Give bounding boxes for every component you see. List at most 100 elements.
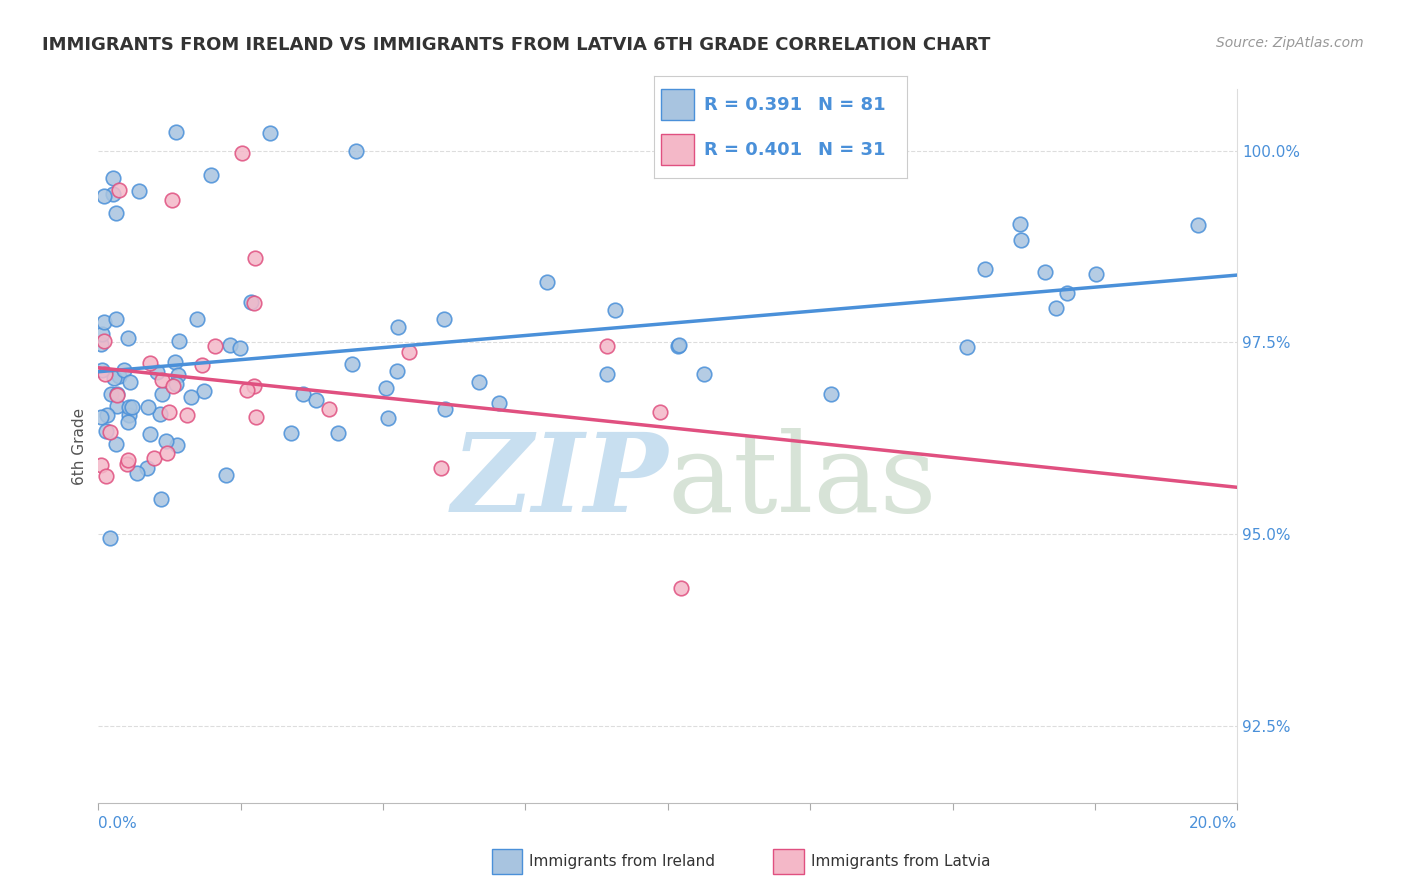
Point [117, 330, 139, 344]
Point [693, 367, 716, 381]
Point [240, 295, 263, 310]
Point [157, 405, 180, 419]
Point [596, 339, 619, 353]
Point [1187, 219, 1209, 233]
Point [139, 427, 162, 442]
Point [342, 358, 364, 372]
Text: Source: ZipAtlas.com: Source: ZipAtlas.com [1216, 36, 1364, 50]
Point [669, 581, 692, 595]
Point [191, 358, 214, 372]
Point [91, 363, 114, 377]
Point [162, 379, 184, 393]
Point [318, 402, 340, 417]
Point [149, 407, 172, 421]
Point [236, 383, 259, 397]
Point [186, 312, 208, 326]
Y-axis label: 6th Grade: 6th Grade [72, 408, 87, 484]
Bar [661, 135, 695, 165]
Point [259, 126, 281, 140]
Point [430, 461, 453, 475]
Text: 0.0%: 0.0% [98, 816, 138, 831]
Text: R = 0.401: R = 0.401 [704, 141, 803, 159]
Text: IMMIGRANTS FROM IRELAND VS IMMIGRANTS FROM LATVIA 6TH GRADE CORRELATION CHART: IMMIGRANTS FROM IRELAND VS IMMIGRANTS FR… [42, 36, 991, 54]
Point [165, 125, 187, 139]
Point [105, 388, 128, 402]
Point [150, 387, 173, 401]
Point [603, 302, 626, 317]
Point [377, 411, 399, 425]
Point [121, 400, 143, 414]
Point [433, 401, 456, 416]
Point [215, 467, 238, 482]
Point [280, 425, 302, 440]
Point [243, 252, 266, 266]
Point [136, 401, 159, 415]
Point [103, 371, 125, 385]
Point [156, 446, 179, 460]
Point [90, 336, 112, 351]
Point [160, 194, 183, 208]
Point [218, 337, 240, 351]
Point [108, 369, 131, 384]
Text: Immigrants from Latvia: Immigrants from Latvia [811, 855, 990, 869]
Point [974, 261, 997, 276]
Point [165, 376, 187, 391]
Point [115, 457, 138, 471]
Point [375, 380, 398, 394]
Point [200, 168, 222, 182]
Point [536, 275, 558, 289]
Text: ZIP: ZIP [451, 428, 668, 535]
Point [139, 355, 162, 369]
Point [1045, 301, 1067, 315]
Point [956, 340, 979, 354]
Point [117, 453, 139, 467]
Point [468, 376, 491, 390]
Point [120, 375, 142, 389]
Text: N = 31: N = 31 [818, 141, 886, 159]
Point [243, 295, 266, 310]
Point [98, 531, 121, 545]
Point [166, 438, 188, 452]
Point [112, 362, 135, 376]
Point [107, 399, 129, 413]
Point [100, 387, 122, 401]
Point [155, 434, 177, 448]
Point [245, 410, 267, 425]
Text: N = 81: N = 81 [818, 95, 886, 113]
Point [96, 424, 118, 438]
Point [93, 188, 115, 202]
Point [101, 186, 124, 201]
Point [104, 437, 127, 451]
Point [243, 379, 266, 393]
Point [1056, 285, 1078, 300]
Point [596, 368, 619, 382]
Point [117, 415, 139, 429]
Point [650, 404, 672, 418]
Point [1084, 267, 1107, 281]
Point [90, 458, 112, 472]
Point [150, 372, 173, 386]
Point [165, 355, 187, 369]
Point [94, 368, 117, 382]
Point [204, 339, 226, 353]
Point [398, 344, 420, 359]
Point [105, 387, 128, 401]
Text: atlas: atlas [668, 428, 938, 535]
Point [228, 341, 250, 355]
Point [96, 408, 118, 422]
Text: 20.0%: 20.0% [1189, 816, 1237, 831]
Point [101, 171, 124, 186]
Point [142, 450, 165, 465]
Point [666, 339, 689, 353]
Point [1010, 233, 1032, 247]
Point [433, 312, 456, 326]
Point [135, 461, 157, 475]
Point [488, 395, 510, 409]
Point [1008, 217, 1031, 231]
Point [176, 408, 198, 422]
Bar [661, 89, 695, 120]
Point [385, 364, 408, 378]
Text: R = 0.391: R = 0.391 [704, 95, 803, 113]
Point [93, 315, 115, 329]
Point [305, 393, 328, 408]
